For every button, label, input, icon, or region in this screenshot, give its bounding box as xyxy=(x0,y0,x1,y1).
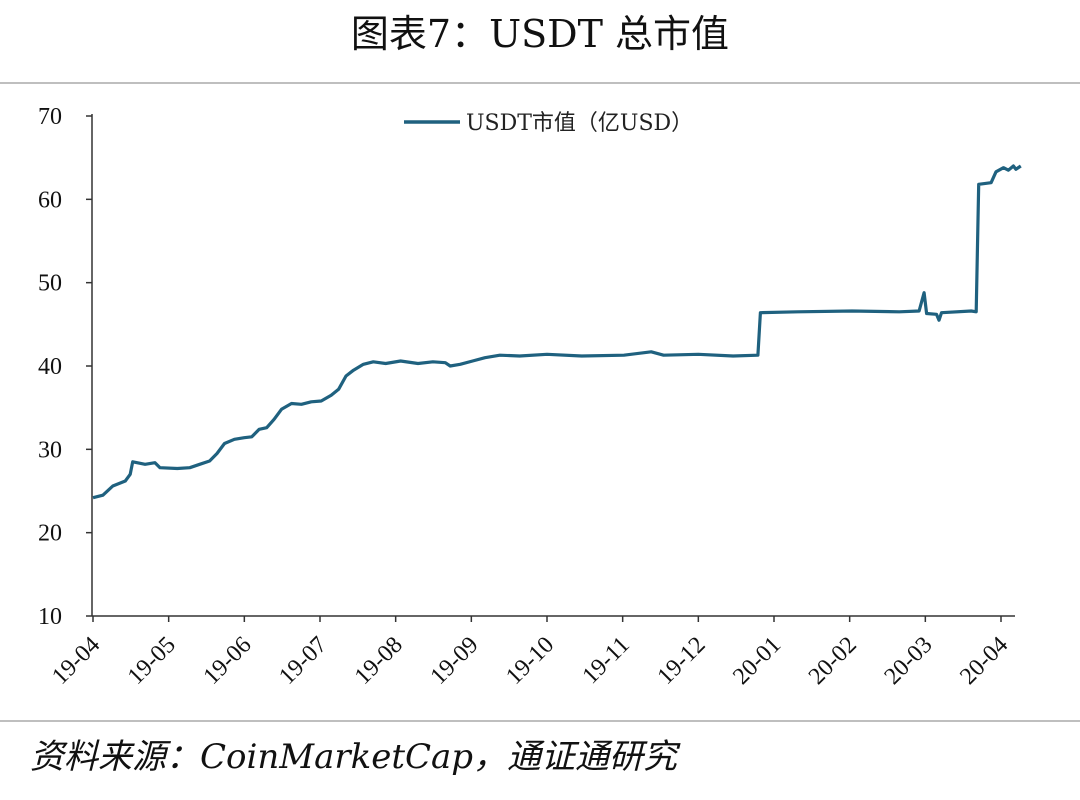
x-tick-label: 19-05 xyxy=(123,632,181,690)
bottom-divider xyxy=(0,720,1080,722)
x-tick-label: 20-04 xyxy=(955,632,1013,690)
line-chart: 10 20 30 40 50 60 70 19-04 19-05 19-06 19-07 19-08… xyxy=(38,104,1022,690)
x-axis-ticks: 19-04 19-05 19-06 19-07 19-08 19-09 19-10 19-11… xyxy=(47,616,1013,690)
x-tick-label: 20-01 xyxy=(728,632,786,690)
chart-axes xyxy=(91,114,1015,617)
y-axis-ticks: 10 20 30 40 50 60 70 xyxy=(38,104,92,630)
y-tick-label: 60 xyxy=(38,187,62,213)
series-line-0 xyxy=(92,164,1022,500)
top-divider xyxy=(0,82,1080,84)
y-tick-label: 20 xyxy=(38,521,62,547)
x-tick-label: 19-12 xyxy=(653,632,711,690)
x-tick-label: 19-07 xyxy=(274,632,332,690)
y-tick-label: 30 xyxy=(38,437,62,463)
x-tick-label: 20-02 xyxy=(804,632,862,690)
x-tick-label: 19-08 xyxy=(350,632,408,690)
x-tick-label: 19-06 xyxy=(199,632,257,690)
x-tick-label: 19-09 xyxy=(426,632,484,690)
x-tick-label: 19-04 xyxy=(47,632,105,690)
y-tick-label: 70 xyxy=(38,104,62,130)
x-tick-label: 20-03 xyxy=(880,632,938,690)
source-note: 资料来源：CoinMarketCap，通证通研究 xyxy=(30,737,678,777)
y-tick-label: 50 xyxy=(38,271,62,297)
y-tick-label: 10 xyxy=(38,604,62,630)
x-tick-label: 19-10 xyxy=(501,632,559,690)
x-tick-label: 19-11 xyxy=(578,632,635,689)
legend-label: USDT市值（亿USD） xyxy=(466,111,693,136)
y-tick-label: 40 xyxy=(38,354,62,380)
series-layer xyxy=(92,164,1022,500)
legend: USDT市值（亿USD） xyxy=(404,111,693,136)
page-title: 图表7：USDT 总市值 xyxy=(350,12,730,56)
